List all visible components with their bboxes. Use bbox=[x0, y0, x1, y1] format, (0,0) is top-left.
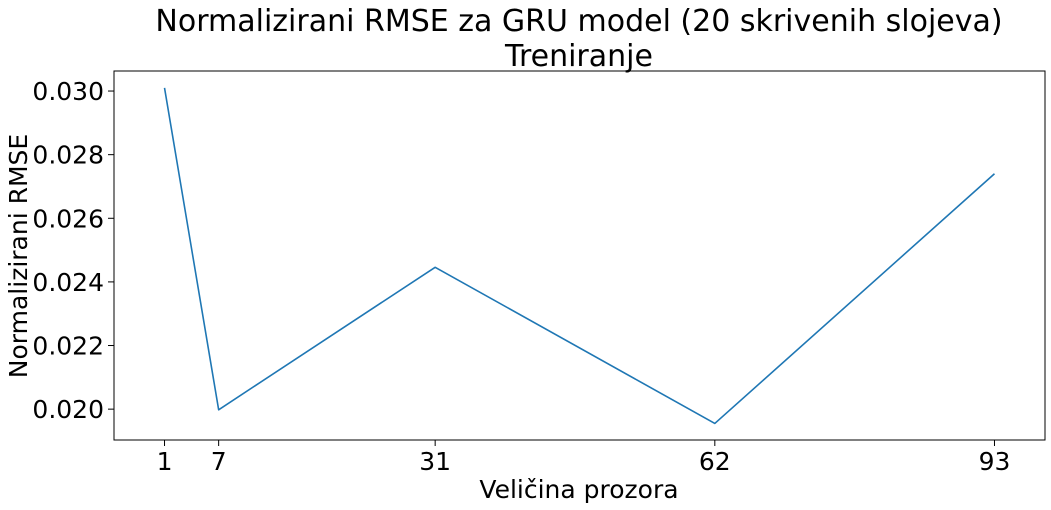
x-axis-label: Veličina prozora bbox=[479, 475, 678, 504]
x-axis-ticks: 1 7 31 62 93 bbox=[157, 440, 1011, 476]
y-tick-label: 0.028 bbox=[32, 141, 104, 170]
x-tick-label: 93 bbox=[979, 447, 1011, 476]
y-tick-label: 0.022 bbox=[32, 332, 104, 361]
y-tick-label: 0.024 bbox=[32, 268, 104, 297]
plot-area bbox=[163, 87, 996, 425]
plot-frame bbox=[113, 70, 1046, 441]
y-tick-label: 0.030 bbox=[32, 77, 104, 106]
y-tick-label: 0.026 bbox=[32, 204, 104, 233]
chart-subtitle: Treniranje bbox=[504, 39, 653, 74]
series-line-0 bbox=[163, 87, 996, 425]
x-tick-label: 62 bbox=[699, 447, 731, 476]
x-tick-label: 1 bbox=[157, 447, 173, 476]
y-axis-label: Normalizirani RMSE bbox=[4, 134, 33, 378]
x-tick-label: 31 bbox=[419, 447, 451, 476]
y-axis-ticks: 0.020 0.022 0.024 0.026 0.028 0.030 bbox=[32, 77, 114, 424]
x-tick-label: 7 bbox=[211, 447, 227, 476]
chart-title: Normalizirani RMSE za GRU model (20 skri… bbox=[155, 4, 1002, 39]
y-tick-label: 0.020 bbox=[32, 395, 104, 424]
